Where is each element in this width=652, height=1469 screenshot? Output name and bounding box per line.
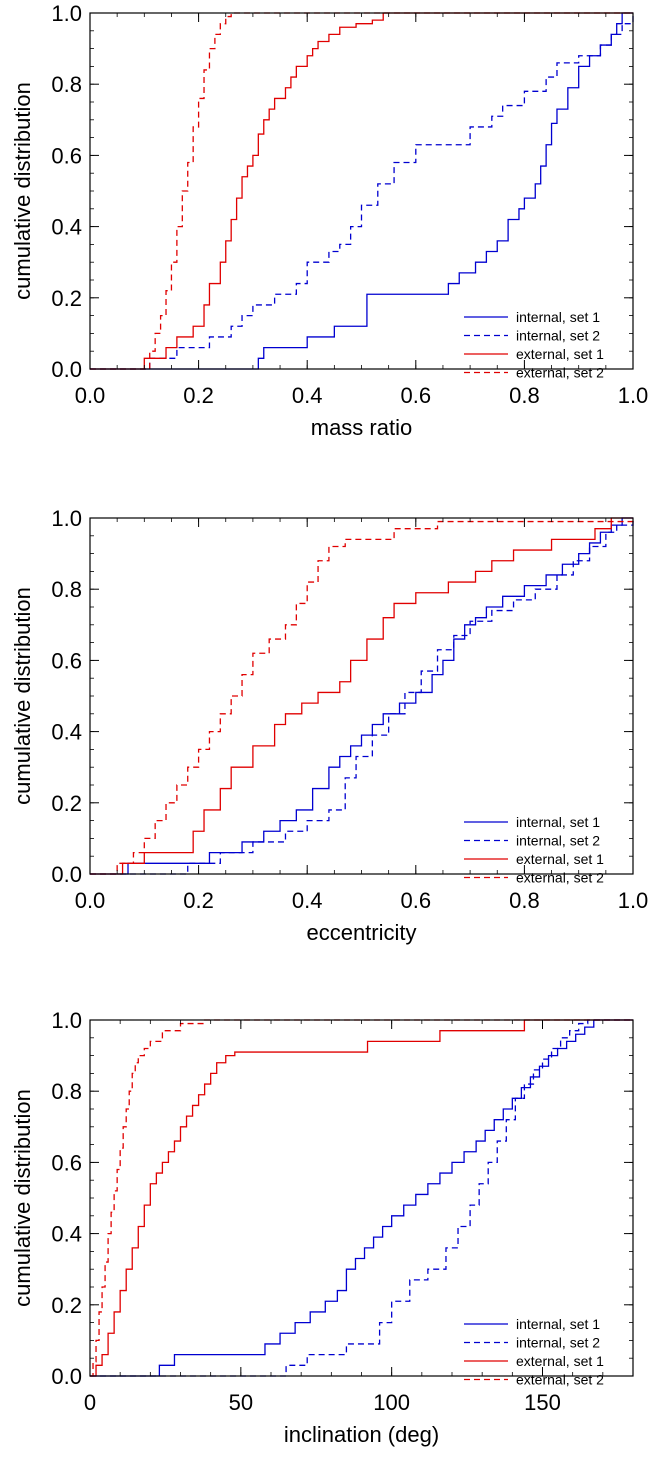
- y-tick-label: 0.2: [51, 1293, 82, 1318]
- y-tick-label: 1.0: [51, 1008, 82, 1033]
- legend-label-1: internal, set 1: [516, 814, 600, 830]
- legend: internal, set 1 internal, set 2 external, …: [464, 1316, 604, 1388]
- legend-label-3: external, set 1: [516, 346, 604, 362]
- y-tick-label: 0.4: [51, 1222, 82, 1247]
- x-tick-label: 0.0: [75, 383, 106, 408]
- y-tick-label: 0.4: [51, 215, 82, 240]
- legend-label-4: external, set 2: [516, 365, 604, 381]
- y-tick-label: 0.0: [51, 862, 82, 887]
- series-line-1: [90, 517, 633, 875]
- series-line-2: [90, 518, 634, 875]
- x-tick-label: 50: [229, 1390, 253, 1415]
- series-line-4: [90, 1019, 633, 1377]
- series-line-2: [90, 13, 634, 370]
- series-line-1: [90, 1019, 633, 1377]
- legend-label-4: external, set 2: [516, 1372, 604, 1388]
- legend-label-1: internal, set 1: [516, 1316, 600, 1332]
- x-tick-label: 100: [373, 1390, 410, 1415]
- y-axis-label: cumulative distribution: [10, 82, 35, 300]
- x-tick-label: 150: [524, 1390, 561, 1415]
- chart-panel-2: 0.0 0.2 0.4 0.6 0.8 1.0 0.0 0.2 0.4 0.6 0.8 1.0 ecce…: [10, 506, 648, 945]
- y-tick-label: 0.2: [51, 286, 82, 311]
- x-tick-label: 0.2: [183, 888, 214, 913]
- legend-label-3: external, set 1: [516, 1353, 604, 1369]
- x-axis-label: inclination (deg): [284, 1422, 439, 1447]
- series-group: [90, 12, 634, 370]
- legend-label-2: internal, set 2: [516, 1335, 600, 1351]
- y-tick-label: 0.8: [51, 577, 82, 602]
- y-axis-label: cumulative distribution: [10, 587, 35, 805]
- series-group: [90, 517, 634, 875]
- series-line-4: [90, 518, 634, 875]
- series-line-3: [90, 12, 633, 370]
- y-tick-label: 0.0: [51, 357, 82, 382]
- x-tick-label: 0.6: [401, 383, 432, 408]
- series-line-1: [90, 12, 633, 370]
- y-tick-label: 0.0: [51, 1364, 82, 1389]
- y-axis-label: cumulative distribution: [10, 1089, 35, 1307]
- legend-label-2: internal, set 2: [516, 833, 600, 849]
- y-tick-label: 1.0: [51, 1, 82, 26]
- x-tick-label: 1.0: [618, 888, 649, 913]
- chart-panel-1: 0.0 0.2 0.4 0.6 0.8 1.0 0.0 0.2 0.4 0.6 0.8 1.0 mass…: [10, 1, 648, 440]
- series-line-3: [90, 517, 633, 875]
- y-tick-label: 0.6: [51, 648, 82, 673]
- chart-panel-3: 0 50 100 150 0.0 0.2 0.4 0.6 0.8 1.0 inclination (…: [10, 1008, 634, 1447]
- y-tick-label: 0.4: [51, 720, 82, 745]
- y-tick-label: 0.2: [51, 791, 82, 816]
- legend-label-4: external, set 2: [516, 870, 604, 886]
- x-tick-label: 0: [84, 1390, 96, 1415]
- x-axis-label: eccentricity: [306, 920, 416, 945]
- series-group: [90, 1019, 633, 1377]
- x-tick-label: 0.2: [183, 383, 214, 408]
- x-axis-label: mass ratio: [311, 415, 412, 440]
- y-tick-label: 0.8: [51, 1079, 82, 1104]
- legend: internal, set 1 internal, set 2 external, …: [464, 814, 604, 886]
- x-tick-label: 0.4: [292, 383, 323, 408]
- y-tick-label: 1.0: [51, 506, 82, 531]
- legend-label-2: internal, set 2: [516, 328, 600, 344]
- x-tick-label: 0.6: [401, 888, 432, 913]
- y-tick-label: 0.8: [51, 72, 82, 97]
- legend-label-1: internal, set 1: [516, 309, 600, 325]
- y-tick-label: 0.6: [51, 143, 82, 168]
- series-line-2: [90, 1019, 633, 1377]
- x-tick-label: 0.8: [509, 383, 540, 408]
- series-line-3: [90, 1019, 633, 1377]
- x-tick-label: 0.4: [292, 888, 323, 913]
- x-tick-label: 0.8: [509, 888, 540, 913]
- x-tick-label: 0.0: [75, 888, 106, 913]
- x-tick-label: 1.0: [618, 383, 649, 408]
- y-tick-label: 0.6: [51, 1150, 82, 1175]
- legend-label-3: external, set 1: [516, 851, 604, 867]
- legend: internal, set 1 internal, set 2 external, …: [464, 309, 604, 381]
